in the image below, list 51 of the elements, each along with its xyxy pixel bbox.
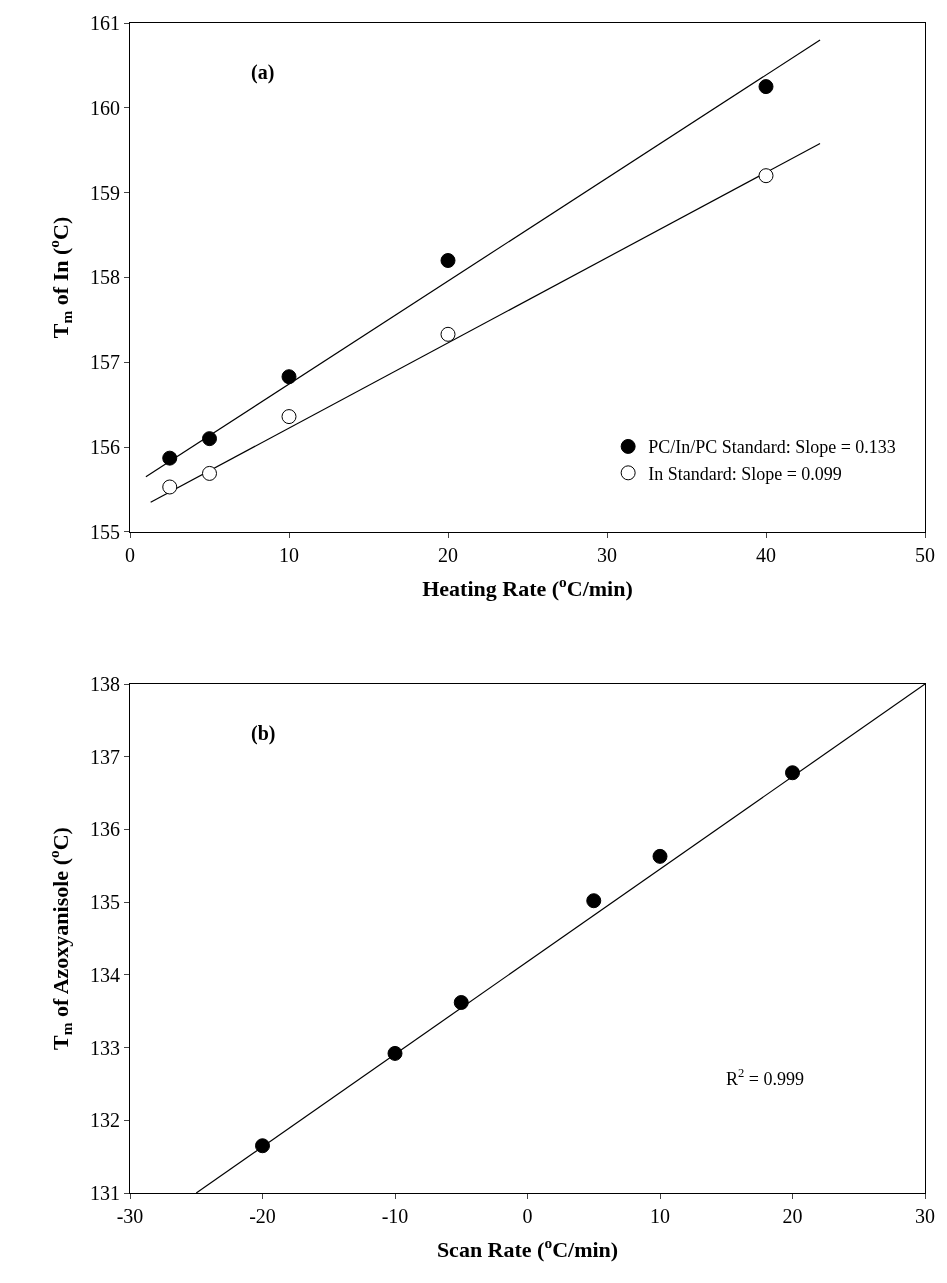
y-tick-label: 136 [90,818,120,841]
y-tick-label: 156 [90,436,120,459]
annotation: R$^{2}$ = 0.999 [726,1066,804,1089]
point [758,79,774,95]
x-tick-label: 10 [650,1205,670,1227]
y-tick-label: 160 [90,96,120,119]
point [387,1045,403,1061]
x-tick-label: 0 [125,543,135,566]
point [453,995,469,1010]
y-tick-label: 131 [90,1182,120,1204]
point [162,479,178,495]
x-tick-label: 20 [782,1205,803,1227]
point [758,168,774,184]
point [785,765,800,781]
point [440,326,456,342]
x-tick-label: 30 [597,543,617,566]
y-tick-label: 137 [90,745,120,768]
point [202,465,217,481]
y-tick-label: 134 [90,963,120,986]
point [162,450,178,466]
point [255,1138,270,1154]
y-tick-label: 155 [90,520,120,543]
x-tick-label: -10 [381,1205,409,1227]
x-axis-title: Heating Rate ($^{o}$C/min) [422,572,633,601]
x-axis-title: Scan Rate ($^{o}$C/min) [436,1233,619,1262]
y-tick-label: 135 [90,891,120,914]
y-tick-label: 132 [90,1109,120,1132]
x-tick-label: 0 [522,1205,533,1227]
y-tick-label: 157 [90,351,120,374]
point [652,848,668,864]
legend-label: PC/In/PC Standard: Slope = 0.133 [648,437,896,458]
y-tick-label: 158 [90,266,120,289]
y-tick-label: 161 [90,12,120,34]
x-tick-label: 10 [279,543,299,566]
y-tick-label: 133 [90,1036,120,1059]
x-tick-label: 40 [756,543,776,566]
point [202,431,217,447]
point [440,253,456,268]
x-tick-label: 30 [915,1205,935,1227]
x-tick-label: 20 [438,543,458,566]
point [281,409,297,425]
point [586,893,602,909]
x-tick-label: 50 [915,543,935,566]
y-tick-label: 159 [90,181,120,204]
x-tick-label: -20 [249,1205,276,1227]
legend-label: In Standard: Slope = 0.099 [648,463,842,484]
y-tick-label: 138 [90,673,120,696]
annotation: (b) [251,722,276,745]
annotation: (a) [251,61,275,84]
point [281,369,297,385]
x-tick-label: -30 [116,1205,144,1227]
